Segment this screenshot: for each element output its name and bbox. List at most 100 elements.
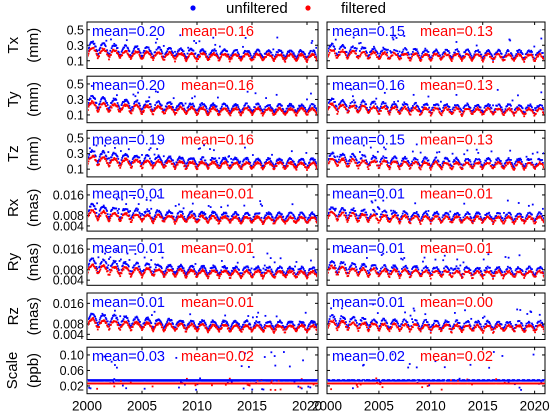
filtered-point [384,105,386,107]
filtered-point [291,161,293,163]
unfiltered-point [182,213,184,215]
unfiltered-point [99,156,101,158]
filtered-point [451,60,453,62]
unfiltered-point [516,106,518,108]
filtered-point [290,107,292,109]
filtered-point [177,110,179,112]
filtered-point [127,161,129,163]
unfiltered-point [350,156,352,158]
unfiltered-point [117,212,119,214]
filtered-point [329,106,331,108]
ytick-label-ty: 0.5 [67,77,84,91]
filtered-point [216,111,218,113]
unfiltered-point [460,164,462,166]
filtered-point [217,57,219,59]
unfiltered-point [395,50,397,52]
filtered-point [210,218,212,220]
unfiltered-point [96,102,98,104]
filtered-point [160,162,162,164]
unfiltered-point [422,107,424,109]
filtered-point [222,218,224,220]
unfiltered-point [160,213,162,215]
filtered-point [186,112,188,114]
filtered-point [228,220,230,222]
filtered-point [537,56,539,58]
unfiltered-point [213,50,215,52]
unfiltered-point [530,158,532,160]
filtered-point [100,215,102,217]
unfiltered-point [428,107,430,109]
unfiltered-point [356,215,358,217]
unfiltered-point [475,50,477,52]
panel-tx-left-mean-unfiltered: mean=0.20 [92,24,165,40]
filtered-point [491,166,493,168]
unfiltered-point [391,51,393,53]
filtered-point [503,114,505,116]
filtered-point [496,163,498,165]
filtered-point [168,53,170,55]
unfiltered-point [357,217,359,219]
filtered-point [249,55,251,57]
filtered-point [335,55,337,57]
filtered-point [510,55,512,57]
filtered-point [329,161,331,163]
filtered-point [220,56,222,58]
unfiltered-point [522,216,524,218]
filtered-point [147,104,149,106]
unfiltered-point [382,211,384,213]
unfiltered-point [261,217,263,219]
filtered-point [202,215,204,217]
unfiltered-point [335,208,337,210]
unfiltered-point [117,156,119,158]
unfiltered-point [440,101,442,103]
unfiltered-point [364,209,366,211]
filtered-point [128,107,130,109]
unfiltered-point [399,51,401,53]
unfiltered-point [161,51,163,53]
filtered-point [142,167,144,169]
unfiltered-point [438,214,440,216]
filtered-point [237,218,239,220]
filtered-point [381,54,383,56]
filtered-point [532,56,534,58]
panel-ty-left-mean-unfiltered: mean=0.20 [92,78,165,94]
unfiltered-point [485,160,487,162]
filtered-point [336,164,338,166]
filtered-point [272,58,274,60]
filtered-point [524,58,526,60]
unfiltered-point [259,105,261,107]
unfiltered-point [366,214,368,216]
unfiltered-point [216,214,218,216]
filtered-point [173,219,175,221]
filtered-point [399,112,401,114]
filtered-point [104,103,106,105]
unfiltered-point [424,156,426,158]
unfiltered-point [88,209,90,211]
unfiltered-point [346,215,348,217]
filtered-point [287,110,289,112]
unfiltered-point [123,47,125,49]
unfiltered-point [438,105,440,107]
filtered-point [129,218,131,220]
filtered-point [368,219,370,221]
filtered-point [349,53,351,55]
filtered-point [540,54,542,56]
filtered-point [138,51,140,53]
unfiltered-point [442,107,444,109]
unfiltered-point [524,165,526,167]
filtered-point [251,222,253,224]
unfiltered-point [446,103,448,105]
unfiltered-point [492,104,494,106]
filtered-point [354,215,356,217]
unfiltered-point [216,160,218,162]
unfiltered-point [125,45,127,47]
filtered-point [491,111,493,113]
filtered-point [105,158,107,160]
filtered-point [510,108,512,110]
unfiltered-point [381,103,383,105]
unfiltered-point [276,94,278,96]
unfiltered-point [106,210,108,212]
filtered-point [204,109,206,111]
unfiltered-point [315,47,317,49]
unfiltered-point [506,105,508,107]
